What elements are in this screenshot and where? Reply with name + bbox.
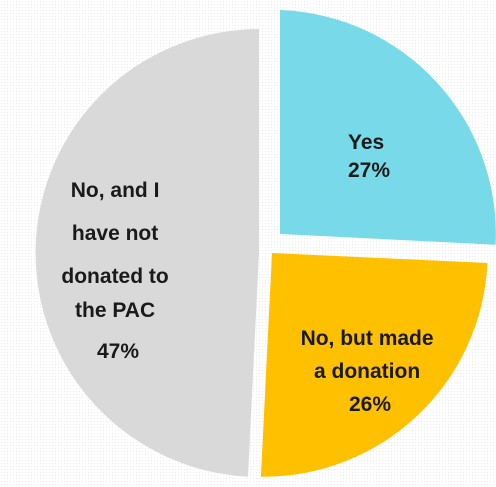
slice-label-no-not-donated-line-4: the PAC: [75, 299, 155, 322]
slice-label-no-but-donation-line-1: No, but made: [301, 327, 434, 350]
slice-label-no-not-donated-percent: 47%: [97, 340, 139, 363]
slice-label-no-not-donated-line-2: have not: [72, 222, 158, 245]
slice-label-yes: Yes 27%: [348, 131, 390, 182]
slice-label-no-but-donation-line-2: a donation: [314, 360, 420, 383]
pie-slice-no-but-made-a-donation: [260, 253, 488, 477]
slice-label-no-but-donation: No, but made a donation 26%: [301, 327, 440, 416]
slice-label-no-not-donated-line-1: No, and I: [71, 179, 160, 202]
slice-label-no-not-donated: No, and I have not donated to the PAC 47…: [61, 179, 174, 363]
slice-label-no-not-donated-line-3: donated to: [61, 265, 168, 288]
slice-label-yes-percent: 27%: [348, 159, 390, 182]
slice-label-no-but-donation-percent: 26%: [349, 393, 391, 416]
slice-label-yes-line-1: Yes: [348, 131, 384, 154]
pie-slice-no-and-not-donated: [35, 29, 260, 477]
pie-slice-yes: [280, 10, 496, 245]
